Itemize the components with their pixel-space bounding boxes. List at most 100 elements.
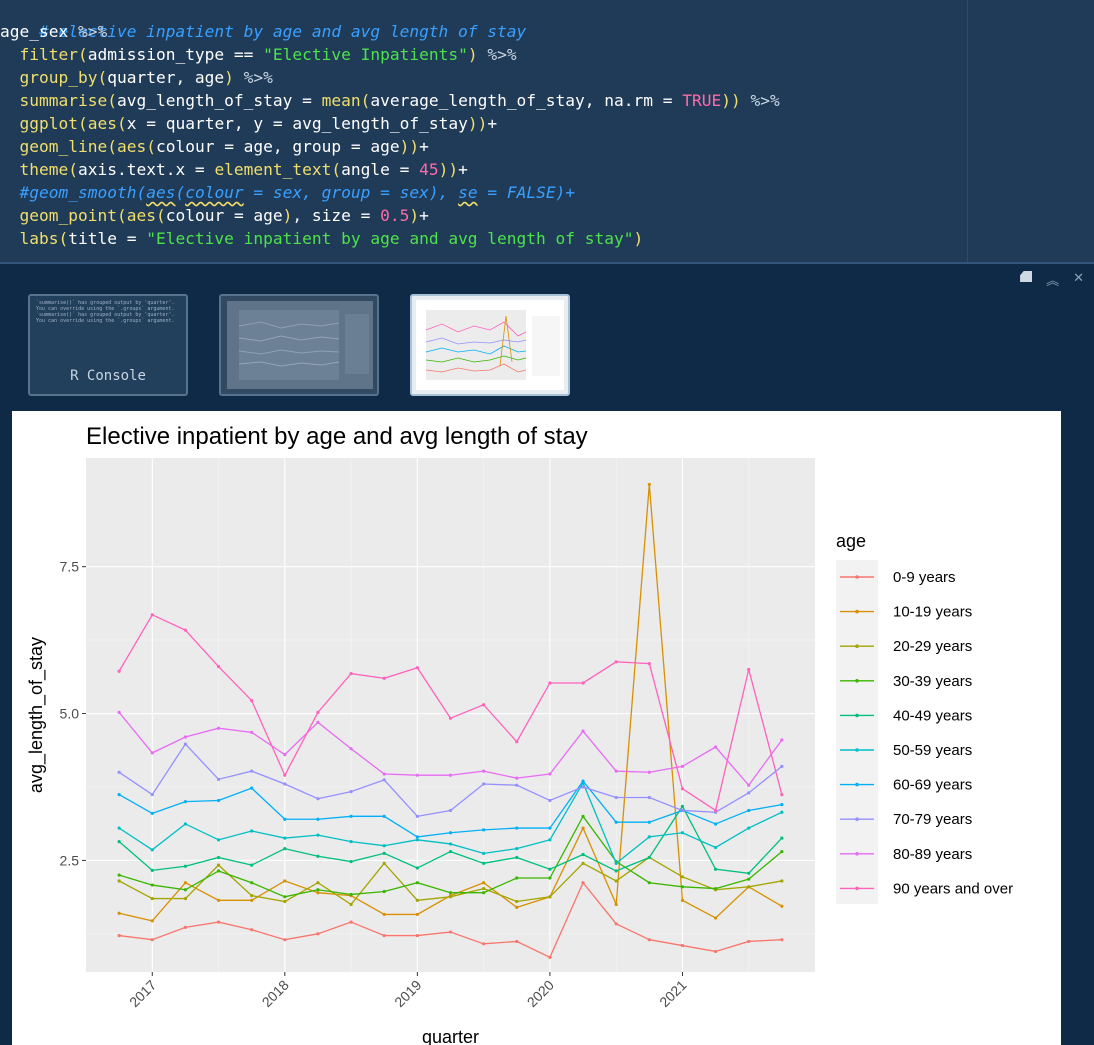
data-point <box>183 864 188 868</box>
data-point <box>614 902 618 907</box>
data-point <box>713 822 718 826</box>
x-tick-label: 2020 <box>524 977 557 1010</box>
data-point <box>283 782 287 786</box>
data-point <box>316 888 320 892</box>
data-point <box>581 861 585 865</box>
thumbnail-r-console[interactable]: `summarise()` has grouped output by 'qua… <box>28 294 188 396</box>
data-point <box>548 838 552 842</box>
code-line-4[interactable]: group_by(quarter, age) %>% <box>19 68 273 87</box>
code-token: %>% <box>487 45 517 64</box>
code-line-2[interactable]: age_sex %>% <box>0 20 107 43</box>
collapse-up-icon[interactable]: ︽ <box>1046 273 1060 288</box>
code-token: avg_length_of_stay = <box>116 91 322 110</box>
code-token: TRUE <box>682 91 722 110</box>
data-point <box>382 778 386 782</box>
data-point <box>680 764 685 768</box>
data-point <box>415 814 419 818</box>
data-point <box>117 710 121 714</box>
data-point <box>515 905 519 909</box>
x-tick-label: 2017 <box>126 977 159 1010</box>
data-point <box>647 835 651 839</box>
data-point <box>515 776 519 780</box>
thumbnail-plot-2-active[interactable] <box>410 294 570 396</box>
legend: age 0-9 years 10-19 years 20-29 years 30-39 … <box>836 531 1013 904</box>
data-point <box>747 939 751 944</box>
data-point <box>747 783 751 787</box>
data-point <box>581 814 585 818</box>
data-point <box>515 847 519 851</box>
data-point <box>780 938 784 942</box>
data-point <box>283 773 287 777</box>
data-point <box>515 783 519 787</box>
data-point <box>117 826 121 830</box>
data-point <box>183 628 188 632</box>
code-line-3[interactable]: filter(admission_type == "Elective Inpat… <box>19 45 517 64</box>
data-point <box>316 881 320 885</box>
legend-key-point <box>855 713 859 718</box>
close-icon[interactable]: ✕ <box>1073 270 1084 285</box>
clear-broom-icon[interactable] <box>1020 270 1033 289</box>
data-point <box>150 792 154 797</box>
plot-viewer: Elective inpatient by age and avg length… <box>12 411 1061 1045</box>
data-point <box>448 842 453 846</box>
data-point <box>448 895 453 899</box>
code-line-11[interactable]: labs(title = "Elective inpatient by age … <box>19 229 644 248</box>
data-point <box>548 876 552 880</box>
data-point <box>415 898 419 902</box>
data-point <box>747 808 751 813</box>
data-point <box>316 854 320 858</box>
code-token: geom_point <box>19 206 117 225</box>
data-point <box>316 710 320 714</box>
data-point <box>415 838 419 842</box>
viewer-toolbar: ︽ ✕ <box>1020 270 1084 289</box>
code-line-1[interactable]: # elective inpatient by age and avg leng… <box>0 0 526 41</box>
pane-splitter[interactable] <box>0 262 1094 264</box>
code-line-8[interactable]: theme(axis.text.x = element_text(angle =… <box>19 160 468 179</box>
code-line-10[interactable]: geom_point(aes(colour = age), size = 0.5… <box>19 206 429 225</box>
code-token: aes <box>146 183 176 202</box>
data-point <box>647 482 651 487</box>
thumbnail-plot-1[interactable] <box>219 294 379 396</box>
y-tick-label: 7.5 <box>60 559 80 575</box>
data-point <box>647 795 651 800</box>
data-point <box>647 662 651 666</box>
data-point <box>680 875 685 879</box>
data-point <box>216 863 221 867</box>
data-point <box>548 798 552 803</box>
data-point <box>250 699 254 703</box>
plot-background <box>86 458 815 972</box>
data-point <box>713 949 718 954</box>
data-point <box>150 848 154 852</box>
data-point <box>515 855 519 860</box>
legend-key-point <box>855 575 859 579</box>
data-point <box>183 888 188 892</box>
code-line-5[interactable]: summarise(avg_length_of_stay = mean(aver… <box>19 91 780 110</box>
legend-item-label: 60-69 years <box>893 777 972 794</box>
thumbnail-label: R Console <box>70 368 146 384</box>
data-point <box>283 899 287 904</box>
data-point <box>150 751 154 755</box>
y-tick-label: 5.0 <box>60 706 80 722</box>
data-point <box>548 826 552 830</box>
data-point <box>349 814 353 818</box>
code-editor[interactable]: # elective inpatient by age and avg leng… <box>0 0 1094 262</box>
data-point <box>216 920 221 924</box>
legend-key-point <box>855 817 859 821</box>
code-line-9[interactable]: #geom_smooth(aes(colour = sex, group = s… <box>0 181 576 204</box>
code-token: angle = <box>341 160 420 179</box>
data-point <box>614 795 618 800</box>
data-point <box>548 681 552 685</box>
code-line-6[interactable]: ggplot(aes(x = quarter, y = avg_length_o… <box>19 114 498 133</box>
data-point <box>283 753 287 757</box>
code-token: aes <box>116 137 147 156</box>
code-token: "Elective inpatient by age and avg lengt… <box>146 229 634 248</box>
data-point <box>614 869 618 873</box>
data-point <box>382 912 386 917</box>
data-point <box>482 881 486 885</box>
data-point <box>250 786 254 790</box>
code-token: %>% <box>750 91 780 110</box>
data-point <box>415 912 419 917</box>
data-point <box>448 773 453 777</box>
code-line-7[interactable]: geom_line(aes(colour = age, group = age)… <box>19 137 429 156</box>
data-point <box>283 836 287 840</box>
